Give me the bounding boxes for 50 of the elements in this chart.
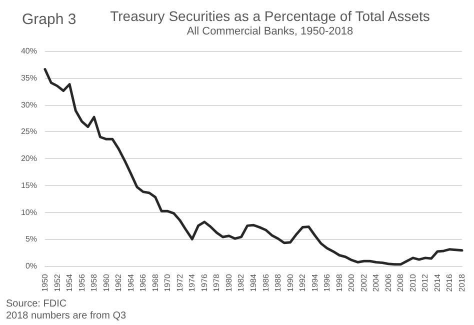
y-tick-label: 5% — [25, 234, 37, 244]
source-note: Source: FDIC — [6, 298, 67, 310]
y-tick-label: 0% — [25, 262, 37, 270]
x-tick-label: 1994 — [310, 273, 320, 292]
x-tick-label: 2018 — [458, 273, 466, 292]
x-tick-label: 2002 — [359, 273, 368, 292]
x-tick-label: 2006 — [384, 273, 393, 292]
x-tick-label: 1980 — [224, 273, 234, 292]
x-tick-label: 1988 — [274, 273, 283, 292]
x-tick-label: 1992 — [298, 273, 308, 292]
x-tick-label: 1972 — [175, 273, 184, 292]
x-tick-label: 2014 — [432, 273, 442, 292]
x-tick-label: 1964 — [126, 273, 136, 292]
y-tick-label: 40% — [20, 46, 37, 56]
x-tick-label: 1984 — [249, 273, 258, 292]
x-tick-label: 2016 — [445, 273, 454, 292]
y-tick-label: 10% — [20, 208, 37, 217]
x-tick-label: 1996 — [322, 273, 332, 292]
y-tick-label: 25% — [20, 127, 37, 136]
y-tick-label: 15% — [20, 180, 37, 190]
caption: Graph 3 — [22, 11, 76, 28]
chart-subtitle: All Commercial Banks, 1950-2018 — [186, 26, 354, 38]
x-tick-label: 2004 — [372, 273, 381, 292]
x-tick-label: 1966 — [138, 273, 148, 292]
y-tick-label: 35% — [20, 73, 37, 82]
text: 2018 numbers are from Q3 — [6, 310, 126, 322]
x-tick-label: 1998 — [334, 273, 344, 292]
x-tick-label: 1962 — [114, 273, 124, 292]
x-tick-label: 2000 — [347, 273, 356, 292]
x-tick-label: 1976 — [200, 273, 209, 292]
x-tick-label: 1974 — [188, 273, 197, 292]
x-tick-label: 2012 — [420, 273, 430, 292]
x-tick-label: 1954 — [65, 273, 74, 292]
x-tick-label: 1978 — [212, 273, 222, 292]
x-tick-label: 1968 — [150, 273, 160, 292]
x-tick-label: 1986 — [261, 273, 270, 292]
chart-title: Treasury Securities as a Percentage of Total Assets — [110, 8, 430, 24]
x-tick-label: 2008 — [396, 273, 406, 292]
x-tick-label: 1950 — [40, 273, 50, 292]
y-tick-label: 30% — [20, 100, 37, 110]
x-tick-label: 2010 — [408, 273, 418, 292]
x-tick-label: 1990 — [286, 273, 295, 292]
x-tick-label: 1956 — [77, 273, 86, 292]
line-series — [44, 68, 464, 266]
x-tick-label: 1960 — [102, 273, 111, 292]
x-tick-label: 1958 — [90, 273, 99, 292]
y-tick-label: 20% — [20, 154, 37, 163]
x-tick-label: 1982 — [236, 273, 246, 292]
x-tick-label: 1952 — [52, 273, 62, 292]
x-tick-label: 1970 — [163, 273, 172, 292]
